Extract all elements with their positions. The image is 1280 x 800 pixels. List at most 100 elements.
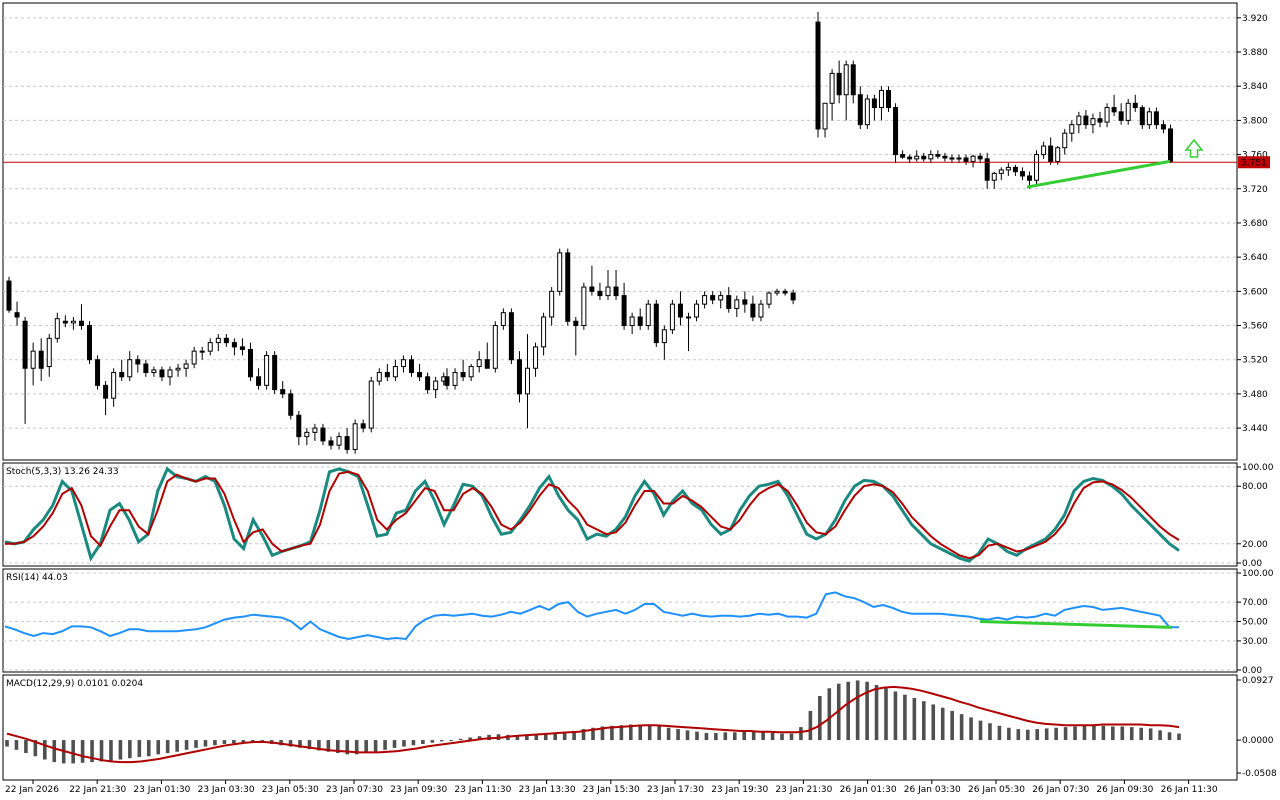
- candle-body: [557, 252, 563, 292]
- candle-body: [6, 280, 12, 311]
- stoch-tick-label: 80.00: [1242, 482, 1268, 492]
- price-tick-label: 3.480: [1242, 390, 1268, 400]
- candle-body: [239, 346, 245, 350]
- candle-body: [444, 376, 450, 386]
- macd-bar: [52, 740, 57, 763]
- candle-body: [1027, 175, 1032, 181]
- macd-bar: [411, 740, 416, 746]
- macd-bar: [279, 740, 283, 746]
- candle-body: [191, 350, 197, 365]
- macd-tick-label: 0.0927: [1242, 676, 1274, 686]
- candle-body: [589, 286, 595, 292]
- macd-bar: [808, 710, 813, 741]
- candle-body: [541, 316, 547, 348]
- rsi-tick-label: 50.00: [1242, 618, 1268, 628]
- candle-body: [956, 157, 962, 160]
- candle-body: [710, 295, 716, 301]
- macd-bar: [997, 725, 1002, 741]
- candle-body: [677, 303, 683, 318]
- candle-body: [425, 376, 431, 391]
- macd-bar: [988, 723, 992, 741]
- candle-body: [400, 359, 406, 368]
- macd-bar: [884, 688, 888, 741]
- price-tick-label: 3.720: [1242, 185, 1268, 195]
- macd-bar: [1025, 729, 1030, 741]
- candle-body: [597, 290, 603, 297]
- macd-bar: [477, 736, 482, 741]
- stoch-tick-label: 100.00: [1242, 463, 1274, 473]
- candle-body: [384, 372, 390, 378]
- macd-lines: 0.0927 0.0000 -0.0508: [5, 676, 1277, 779]
- macd-bar: [978, 720, 983, 741]
- time-label: 23 Jan 19:30: [711, 785, 768, 795]
- macd-bar: [449, 740, 454, 742]
- candle-body: [516, 359, 522, 395]
- macd-bar: [827, 688, 832, 741]
- candle-body: [492, 325, 498, 369]
- macd-bar: [732, 732, 737, 741]
- macd-bar: [818, 696, 822, 741]
- macd-bar: [922, 701, 926, 741]
- macd-bar: [761, 732, 765, 741]
- support-trendline: [1026, 159, 1171, 189]
- candle-body: [78, 320, 84, 327]
- candle-body: [864, 98, 870, 126]
- candle-body: [549, 290, 555, 318]
- macd-bar: [165, 740, 170, 754]
- candle-body: [1139, 107, 1145, 126]
- macd-bar: [751, 731, 756, 741]
- candle-body: [46, 337, 52, 368]
- macd-bar: [742, 731, 747, 741]
- macd-bar: [1082, 725, 1087, 741]
- candle-body: [336, 436, 342, 446]
- macd-bar: [874, 684, 879, 741]
- macd-panel[interactable]: [2, 674, 1238, 781]
- time-label: 26 Jan 09:30: [1096, 785, 1153, 795]
- candle-body: [272, 354, 278, 391]
- macd-bar: [288, 740, 293, 747]
- candle-body: [151, 369, 157, 374]
- candle-body: [417, 372, 423, 378]
- macd-bar: [912, 697, 917, 741]
- up-arrow-icon: [1184, 138, 1204, 158]
- candle-body: [836, 72, 842, 96]
- time-label: 22 Jan 2026: [5, 785, 59, 795]
- candle-body: [460, 372, 466, 378]
- time-label: 26 Jan 03:30: [904, 785, 961, 795]
- macd-bar: [562, 732, 567, 741]
- candle-body: [14, 312, 20, 318]
- stoch-panel[interactable]: [2, 462, 1238, 567]
- macd-bar: [553, 733, 557, 741]
- candle-body: [95, 359, 101, 386]
- macd-bar: [695, 731, 699, 741]
- candle-body: [822, 102, 828, 130]
- price-panel[interactable]: [2, 2, 1238, 461]
- macd-bar: [780, 733, 784, 741]
- macd-bar: [638, 724, 643, 741]
- macd-bar: [704, 732, 709, 741]
- candle-body: [565, 252, 571, 322]
- macd-bar: [676, 729, 680, 741]
- candle-body: [119, 372, 125, 378]
- candle-body: [998, 169, 1004, 174]
- macd-bar: [128, 740, 132, 759]
- macd-bar: [1092, 725, 1096, 741]
- current-price-tag-label: 3.751: [1241, 158, 1267, 168]
- candle-body: [726, 295, 732, 309]
- macd-bar: [364, 740, 368, 754]
- price-tick-label: 3.840: [1242, 82, 1268, 92]
- candle-body: [1090, 118, 1096, 126]
- macd-bar: [903, 694, 907, 741]
- macd-bar: [1101, 725, 1106, 741]
- price-tick-label: 3.640: [1242, 253, 1268, 263]
- candle-body: [167, 369, 173, 378]
- rsi-panel[interactable]: [2, 568, 1238, 673]
- price-tick-label: 3.800: [1242, 116, 1268, 126]
- price-grid: [3, 17, 1237, 429]
- candle-body: [87, 325, 92, 361]
- macd-bar: [241, 740, 246, 743]
- candle-body: [1005, 166, 1011, 171]
- price-tick-label: 3.920: [1242, 14, 1268, 24]
- candles: [6, 11, 1173, 454]
